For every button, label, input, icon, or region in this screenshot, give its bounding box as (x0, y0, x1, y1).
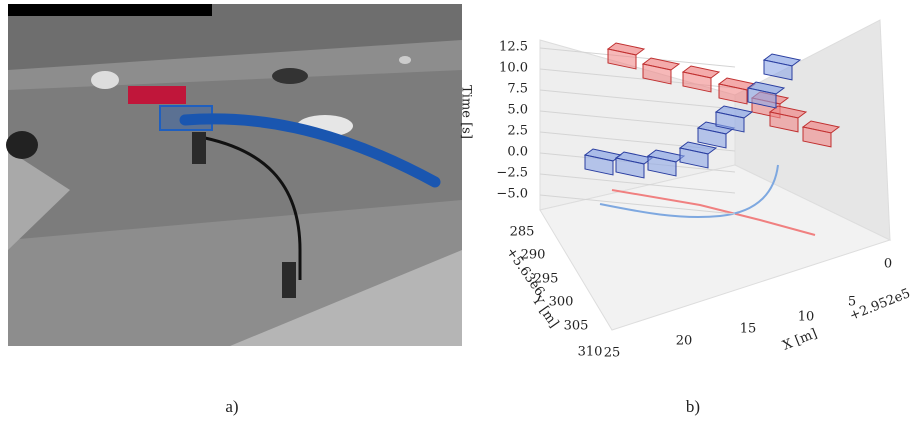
figure: a) b) Time [s] Y [m] +5.63e6 X [m] +2.95… (0, 0, 917, 430)
z-tick-label: 2.5 (507, 124, 528, 139)
x-tick-label: 5 (848, 295, 856, 310)
x-axis-offset: +2.952e5 (847, 286, 912, 324)
z-tick-label: −5.0 (496, 187, 528, 202)
x-tick-label: 15 (740, 322, 757, 337)
black-bar (8, 4, 212, 16)
z-tick-label: 7.5 (507, 82, 528, 97)
traffic-light (192, 132, 206, 164)
y-tick-label: 290 (521, 248, 546, 263)
car (6, 131, 38, 159)
z-tick-label: 5.0 (507, 103, 528, 118)
traffic-light (282, 262, 296, 298)
x-tick-label: 20 (676, 334, 693, 349)
car (399, 56, 411, 64)
z-tick-label: 10.0 (499, 61, 528, 76)
x-tick-label: 0 (884, 257, 892, 272)
x-tick-label: 10 (798, 310, 815, 325)
x-tick-label: 25 (604, 346, 621, 361)
x-axis-label: X [m] (781, 326, 820, 353)
z-tick-label: 12.5 (499, 40, 528, 55)
y-tick-label: 295 (534, 272, 559, 287)
z-tick-label: 0.0 (507, 145, 528, 160)
caption: a) (225, 397, 238, 416)
y-tick-label: 305 (564, 319, 589, 334)
photo (6, 4, 462, 346)
z-tick-label: −2.5 (496, 166, 528, 181)
y-tick-label: 300 (549, 295, 574, 310)
y-tick-label: 285 (510, 225, 535, 240)
plot-3d (540, 20, 890, 330)
z-axis-label: Time [s] (459, 85, 474, 139)
caption: b) (686, 397, 700, 416)
car (272, 68, 308, 84)
y-tick-label: 310 (578, 345, 603, 360)
red-car (128, 86, 186, 104)
car (91, 71, 119, 89)
